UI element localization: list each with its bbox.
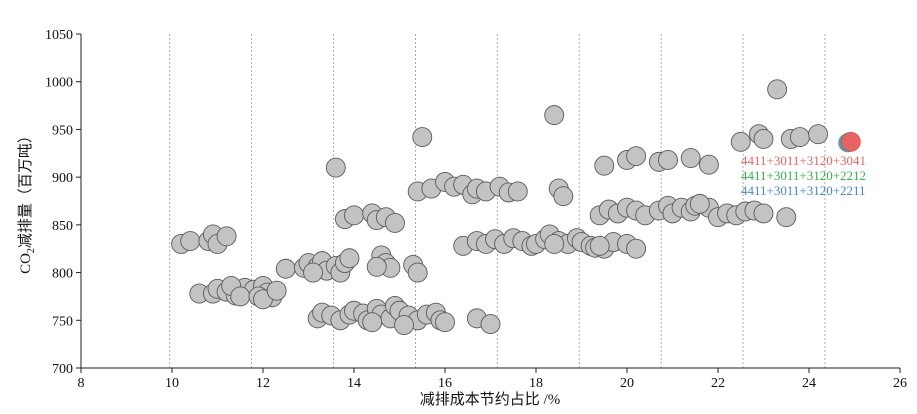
x-axis-label: 减排成本节约占比 /%: [420, 391, 560, 408]
scatter-point-79: [507, 181, 528, 202]
x-tick-label-9: 26: [893, 376, 907, 391]
y-axis-label-suffix: 减排量（百万吨）: [17, 128, 34, 248]
legend-annotations: 4411+3011+3120+3041 4411+3011+3120+2212 …: [741, 153, 866, 198]
annotation-3: 4411+3011+3120+2211: [741, 183, 866, 198]
x-tick-label-0: 8: [78, 376, 85, 391]
x-tick-label-3: 14: [347, 376, 361, 391]
y-axis-label-subscript: 2: [26, 248, 37, 253]
x-tick-label-5: 18: [529, 376, 543, 391]
y-axis-label-prefix: CO: [18, 253, 34, 274]
scatter-point-126: [594, 155, 615, 176]
scatter-point-65: [366, 256, 387, 277]
scatter-point-54: [480, 314, 501, 335]
scatter-point-30: [339, 248, 360, 269]
scatter-point-138: [789, 127, 810, 148]
scatter-point-5: [216, 226, 237, 247]
y-tick-label-6: 1000: [45, 76, 73, 91]
y-tick-label-3: 850: [52, 219, 73, 234]
annotation-1: 4411+3011+3120+3041: [741, 153, 866, 168]
x-tick-label-2: 12: [256, 376, 270, 391]
y-ticks: 700 750 800 850 900 950 1000 1050: [45, 28, 73, 377]
scatter-point-52: [394, 315, 414, 336]
axes: [76, 33, 901, 373]
scatter-point-67: [407, 262, 428, 283]
scatter-point-50: [435, 312, 455, 333]
y-tick-label-1: 750: [52, 314, 73, 329]
scatter-point-68: [412, 127, 433, 148]
scatter-point-124: [753, 203, 774, 224]
scatter-point-128: [626, 146, 647, 167]
scatter-point-131: [680, 148, 701, 169]
scatter-point-57: [344, 205, 364, 226]
x-tick-label-1: 10: [165, 376, 179, 391]
scatter-point-135: [753, 129, 774, 149]
scatter-point-16: [230, 286, 251, 307]
y-tick-label-7: 1050: [45, 28, 73, 43]
scatter-point-55: [325, 157, 346, 178]
y-tick-label-5: 950: [52, 123, 73, 138]
y-axis-label: CO2减排量（百万吨）: [17, 128, 37, 274]
x-ticks: 8 10 12 14 16 18 20 22 24 26: [78, 376, 908, 391]
highlighted-points: [838, 132, 861, 153]
data-points: [171, 79, 829, 336]
scatter-point-140: [776, 207, 797, 228]
annotation-2: 4411+3011+3120+2212: [741, 168, 866, 183]
scatter-point-31: [303, 262, 323, 283]
scatter-point-61: [385, 212, 405, 233]
y-tick-label-4: 900: [52, 171, 73, 186]
highlighted-point-2: [841, 132, 861, 152]
scatter-point-133: [730, 131, 751, 152]
scatter-point-21: [275, 258, 296, 279]
scatter-point-51: [362, 312, 383, 333]
x-tick-label-4: 16: [438, 376, 452, 391]
y-tick-label-2: 800: [52, 267, 73, 282]
scatter-point-105: [544, 105, 565, 126]
scatter-point-130: [658, 150, 678, 170]
scatter-point-100: [626, 238, 647, 259]
scatter-point-125: [689, 193, 710, 214]
x-tick-label-6: 20: [620, 376, 634, 391]
scatter-point-104: [553, 186, 574, 207]
x-tick-label-8: 24: [802, 376, 816, 391]
scatter-point-132: [698, 154, 719, 175]
x-tick-label-7: 22: [711, 376, 725, 391]
scatter-point-102: [589, 235, 610, 256]
scatter-point-20: [266, 280, 287, 301]
scatter-point-139: [808, 124, 829, 145]
scatter-point-136: [767, 79, 788, 100]
scatter-point-101: [544, 233, 565, 254]
scatter-point-1: [180, 231, 201, 252]
y-tick-label-0: 700: [52, 362, 73, 377]
